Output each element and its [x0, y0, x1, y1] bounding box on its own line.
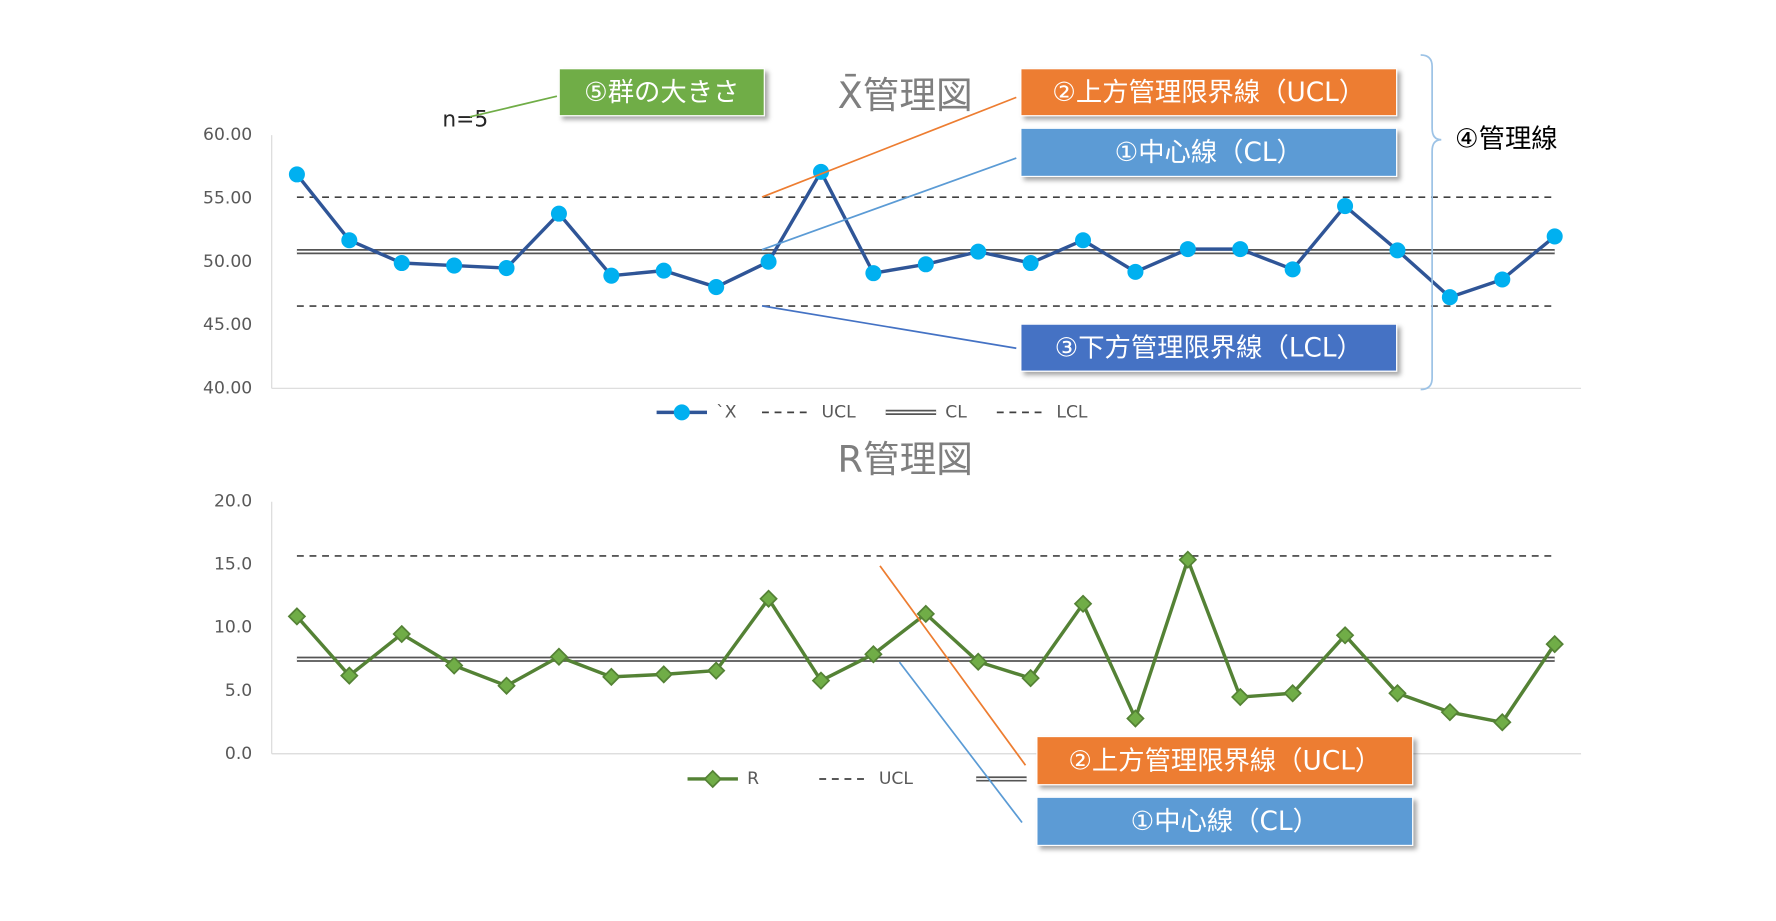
data-point [603, 267, 620, 284]
data-point [1126, 709, 1145, 728]
data-point [1232, 241, 1249, 258]
data-point [1335, 626, 1355, 645]
data-point [549, 647, 569, 666]
chart-title: R管理図 [837, 438, 972, 481]
y-tick-label: 0.0 [225, 744, 252, 764]
data-point [708, 279, 725, 296]
data-point [1441, 289, 1458, 306]
leader-line [761, 305, 1017, 350]
data-point [1284, 261, 1301, 278]
callout-box [1020, 127, 1398, 177]
bracket [1420, 54, 1442, 391]
leader-line [761, 157, 1017, 251]
data-point [1178, 550, 1198, 569]
data-point [759, 589, 778, 608]
callout-box [1020, 68, 1398, 117]
data-point [706, 661, 726, 680]
data-point [340, 666, 359, 685]
data-point [1440, 702, 1460, 722]
legend-label: LCL [1056, 402, 1088, 422]
data-point [1493, 713, 1512, 732]
callout-text: ①中心線（CL） [1115, 138, 1303, 168]
callout-text: ③下方管理限界線（LCL） [1055, 333, 1363, 363]
sample-size-label: n=5 [442, 107, 488, 132]
callout-text: ①中心線（CL） [1131, 807, 1319, 837]
data-point [1337, 198, 1354, 215]
chart-title: X̄管理図 [838, 73, 973, 117]
data-point [1075, 232, 1092, 249]
data-point [1231, 687, 1250, 707]
data-point [1179, 241, 1196, 258]
data-point [916, 604, 936, 624]
data-point [1073, 594, 1093, 614]
data-point [287, 607, 307, 626]
legend-label: UCL [822, 402, 857, 422]
data-point [444, 656, 464, 675]
callout-box [1036, 735, 1414, 786]
y-tick-label: 50.00 [203, 252, 252, 272]
callout-box [1020, 323, 1398, 372]
data-point [1127, 263, 1144, 280]
data-point [392, 624, 411, 644]
data-point [1283, 684, 1302, 703]
callout-box [558, 68, 765, 117]
data-point [1494, 271, 1511, 288]
data-point [1021, 668, 1040, 688]
data-point [446, 257, 463, 274]
data-point [1389, 242, 1406, 259]
legend-label: CL [945, 402, 967, 422]
legend-label: UCL [879, 769, 914, 789]
data-point [288, 166, 305, 183]
data-point [602, 667, 621, 687]
callout-text: ⑤群の大きさ [584, 78, 739, 108]
data-point [1022, 254, 1039, 272]
legend-label: R [747, 769, 759, 789]
data-point [550, 205, 567, 222]
y-tick-label: 45.00 [203, 315, 252, 335]
y-tick-label: 10.0 [214, 618, 252, 638]
data-point [654, 665, 673, 684]
data-point [864, 644, 883, 664]
bracket-label: ④管理線 [1455, 124, 1558, 154]
data-point [673, 404, 690, 421]
data-point [811, 671, 831, 690]
data-point [1388, 684, 1407, 703]
data-point [703, 769, 722, 789]
data-point [865, 265, 882, 282]
callout-text: ②上方管理限界線（UCL） [1052, 78, 1365, 108]
data-point [1546, 228, 1563, 245]
leader-line [761, 96, 1017, 198]
data-point [393, 254, 410, 272]
legend-label: `X [716, 402, 737, 422]
data-point [498, 260, 515, 277]
data-point [341, 232, 358, 249]
data-point [497, 676, 516, 695]
y-tick-label: 40.00 [203, 378, 252, 398]
data-point [968, 652, 988, 672]
data-point [655, 262, 672, 279]
data-point [760, 253, 777, 270]
data-point [970, 243, 987, 260]
leader-line [469, 95, 558, 118]
leader-line [879, 565, 1027, 766]
leader-line [898, 661, 1023, 824]
y-tick-label: 5.0 [225, 681, 252, 701]
callout-text: ②上方管理限界線（UCL） [1068, 746, 1381, 776]
y-tick-label: 60.00 [203, 125, 252, 145]
y-tick-label: 20.0 [214, 492, 252, 512]
callout-box [1036, 796, 1414, 846]
y-tick-label: 15.0 [214, 555, 252, 575]
y-tick-label: 55.00 [203, 188, 252, 208]
data-point [917, 256, 934, 273]
data-point [1545, 634, 1564, 654]
